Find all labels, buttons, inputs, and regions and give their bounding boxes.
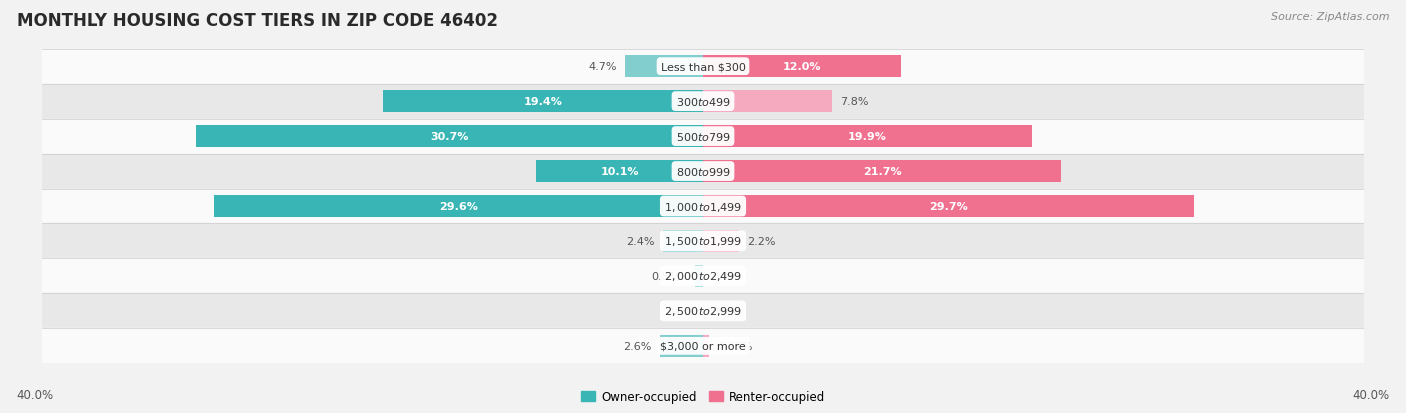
Text: 21.7%: 21.7% <box>863 166 901 177</box>
Text: 0.0%: 0.0% <box>711 271 740 281</box>
Text: MONTHLY HOUSING COST TIERS IN ZIP CODE 46402: MONTHLY HOUSING COST TIERS IN ZIP CODE 4… <box>17 12 498 30</box>
Text: $300 to $499: $300 to $499 <box>675 96 731 108</box>
Text: 2.2%: 2.2% <box>748 236 776 247</box>
Bar <box>626 56 703 78</box>
Bar <box>42 329 1364 363</box>
Text: 10.1%: 10.1% <box>600 166 638 177</box>
Bar <box>659 335 703 357</box>
Bar <box>382 91 703 113</box>
Bar <box>195 126 703 147</box>
Bar <box>695 266 703 287</box>
Text: 7.8%: 7.8% <box>841 97 869 107</box>
Text: 0.0%: 0.0% <box>666 306 695 316</box>
Text: $1,000 to $1,499: $1,000 to $1,499 <box>664 200 742 213</box>
Text: 29.7%: 29.7% <box>929 202 967 211</box>
Bar <box>703 91 832 113</box>
Text: 19.4%: 19.4% <box>523 97 562 107</box>
Text: 40.0%: 40.0% <box>1353 388 1389 401</box>
Text: 30.7%: 30.7% <box>430 132 468 142</box>
Text: Less than $300: Less than $300 <box>661 62 745 72</box>
Text: $800 to $999: $800 to $999 <box>675 166 731 178</box>
Bar <box>42 84 1364 119</box>
Bar <box>214 196 703 217</box>
Text: $3,000 or more: $3,000 or more <box>661 341 745 351</box>
Text: 29.6%: 29.6% <box>439 202 478 211</box>
Bar <box>703 230 740 252</box>
Bar <box>42 50 1364 84</box>
Bar <box>42 259 1364 294</box>
Text: 4.7%: 4.7% <box>589 62 617 72</box>
Bar <box>703 335 709 357</box>
Bar <box>536 161 703 183</box>
Text: $2,500 to $2,999: $2,500 to $2,999 <box>664 305 742 318</box>
Legend: Owner-occupied, Renter-occupied: Owner-occupied, Renter-occupied <box>576 385 830 408</box>
Text: 0.37%: 0.37% <box>717 341 752 351</box>
Text: 0.0%: 0.0% <box>711 306 740 316</box>
Text: 2.6%: 2.6% <box>623 341 652 351</box>
Bar <box>703 56 901 78</box>
Bar <box>42 189 1364 224</box>
Bar <box>703 196 1194 217</box>
Bar <box>42 294 1364 329</box>
Bar <box>703 126 1032 147</box>
Bar <box>664 230 703 252</box>
Text: 12.0%: 12.0% <box>783 62 821 72</box>
Bar <box>42 224 1364 259</box>
Bar <box>42 154 1364 189</box>
Text: 2.4%: 2.4% <box>627 236 655 247</box>
Text: 40.0%: 40.0% <box>17 388 53 401</box>
Text: $1,500 to $1,999: $1,500 to $1,999 <box>664 235 742 248</box>
Text: 0.51%: 0.51% <box>651 271 686 281</box>
Bar <box>42 119 1364 154</box>
Text: Source: ZipAtlas.com: Source: ZipAtlas.com <box>1271 12 1389 22</box>
Text: $500 to $799: $500 to $799 <box>675 131 731 143</box>
Text: 19.9%: 19.9% <box>848 132 887 142</box>
Text: $2,000 to $2,499: $2,000 to $2,499 <box>664 270 742 283</box>
Bar <box>703 161 1062 183</box>
